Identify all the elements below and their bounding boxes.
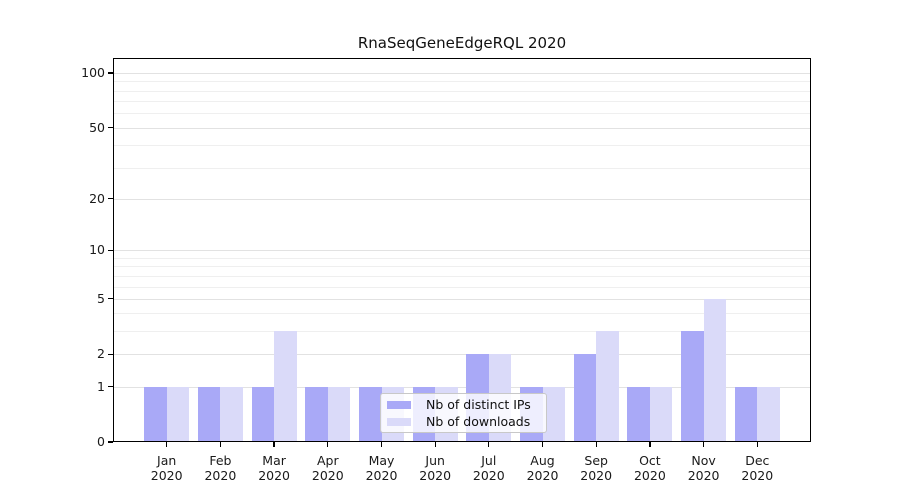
minor-gridline-9 [113,257,811,259]
minor-gridline-30 [113,167,811,169]
y-tick-mark-0 [108,441,113,443]
major-gridline-5 [113,298,811,300]
x-tick-mark-oct-2020 [649,442,651,447]
x-tick-mark-nov-2020 [702,442,705,447]
bar-nb-of-downloads-dec-2020 [757,386,780,442]
y-tick-mark-20 [108,197,113,200]
y-tick-mark-100 [108,72,113,74]
x-tick-mark-apr-2020 [327,442,329,447]
x-tick-label-dec-2020: Dec 2020 [741,453,774,483]
x-tick-mark-jan-2020 [166,442,168,447]
x-tick-label-apr-2020: Apr 2020 [311,453,344,483]
minor-gridline-90 [113,81,811,83]
bar-nb-of-downloads-sep-2020 [596,331,619,442]
legend-entry-downloads: Nb of downloads [381,413,546,430]
minor-gridline-3 [113,331,811,333]
y-tick-label-50: 50 [89,119,105,135]
y-tick-mark-2 [108,353,113,355]
x-tick-label-nov-2020: Nov 2020 [687,453,720,483]
minor-gridline-6 [113,286,811,288]
major-gridline-1 [113,386,811,388]
bar-nb-of-distinct-ips-jan-2020 [144,386,167,442]
x-tick-mark-aug-2020 [541,442,544,447]
y-tick-label-0: 0 [97,434,105,449]
x-tick-label-mar-2020: Mar 2020 [258,453,290,483]
bar-nb-of-distinct-ips-dec-2020 [734,386,758,442]
bar-nb-of-distinct-ips-sep-2020 [573,354,597,442]
x-tick-label-oct-2020: Oct 2020 [633,453,666,483]
y-tick-label-5: 5 [97,290,105,306]
bar-nb-of-downloads-oct-2020 [649,386,673,442]
y-tick-label-20: 20 [89,190,105,206]
bar-nb-of-distinct-ips-feb-2020 [197,386,221,442]
minor-gridline-7 [113,275,811,277]
y-tick-mark-1 [108,385,113,388]
bar-nb-of-downloads-feb-2020 [220,386,243,442]
bar-nb-of-distinct-ips-mar-2020 [251,386,275,442]
x-tick-label-feb-2020: Feb 2020 [204,453,237,483]
major-gridline-100 [113,73,811,75]
bar-nb-of-downloads-mar-2020 [274,331,297,442]
x-tick-mark-may-2020 [380,442,383,447]
minor-gridline-8 [113,266,811,268]
y-tick-label-2: 2 [97,346,105,362]
x-tick-mark-feb-2020 [219,442,222,447]
x-tick-mark-dec-2020 [756,442,758,447]
legend-label-downloads: Nb of downloads [426,413,531,429]
major-gridline-20 [113,198,811,200]
y-tick-mark-5 [108,298,113,300]
bar-nb-of-distinct-ips-apr-2020 [305,386,328,442]
bar-nb-of-distinct-ips-nov-2020 [681,331,704,442]
x-tick-label-aug-2020: Aug 2020 [526,453,559,483]
legend-swatch-downloads [387,417,411,426]
minor-gridline-70 [113,101,811,103]
x-tick-mark-sep-2020 [595,442,597,447]
bar-nb-of-downloads-aug-2020 [542,386,565,442]
bar-nb-of-distinct-ips-may-2020 [359,386,382,442]
legend: Nb of distinct IPs Nb of downloads [380,393,547,433]
x-tick-mark-jun-2020 [434,442,436,447]
x-tick-label-jan-2020: Jan 2020 [150,453,183,483]
minor-gridline-80 [113,90,811,92]
bar-nb-of-downloads-apr-2020 [327,386,351,442]
legend-swatch-distinct-ips [387,400,411,409]
bar-nb-of-distinct-ips-oct-2020 [627,386,650,442]
x-tick-label-jul-2020: Jul 2020 [472,453,505,483]
x-tick-label-may-2020: May 2020 [365,453,398,483]
x-tick-label-jun-2020: Jun 2020 [419,453,452,483]
major-gridline-2 [113,354,811,356]
minor-gridline-4 [113,313,811,315]
x-tick-mark-jul-2020 [488,442,490,447]
minor-gridline-60 [113,113,811,115]
major-gridline-10 [113,250,811,252]
legend-entry-distinct-ips: Nb of distinct IPs [381,396,546,413]
major-gridline-50 [113,127,811,129]
y-tick-mark-50 [108,127,113,129]
y-tick-label-100: 100 [81,65,105,81]
legend-label-distinct-ips: Nb of distinct IPs [426,396,531,412]
y-tick-mark-10 [108,249,113,251]
bar-nb-of-downloads-nov-2020 [703,298,727,442]
minor-gridline-40 [113,145,811,147]
chart-title: RnaSeqGeneEdgeRQL 2020 [357,34,567,52]
bar-nb-of-downloads-jan-2020 [166,386,190,442]
x-tick-label-sep-2020: Sep 2020 [580,453,613,483]
y-tick-label-1: 1 [97,378,105,394]
x-tick-mark-mar-2020 [273,442,275,447]
y-tick-label-10: 10 [89,242,105,258]
